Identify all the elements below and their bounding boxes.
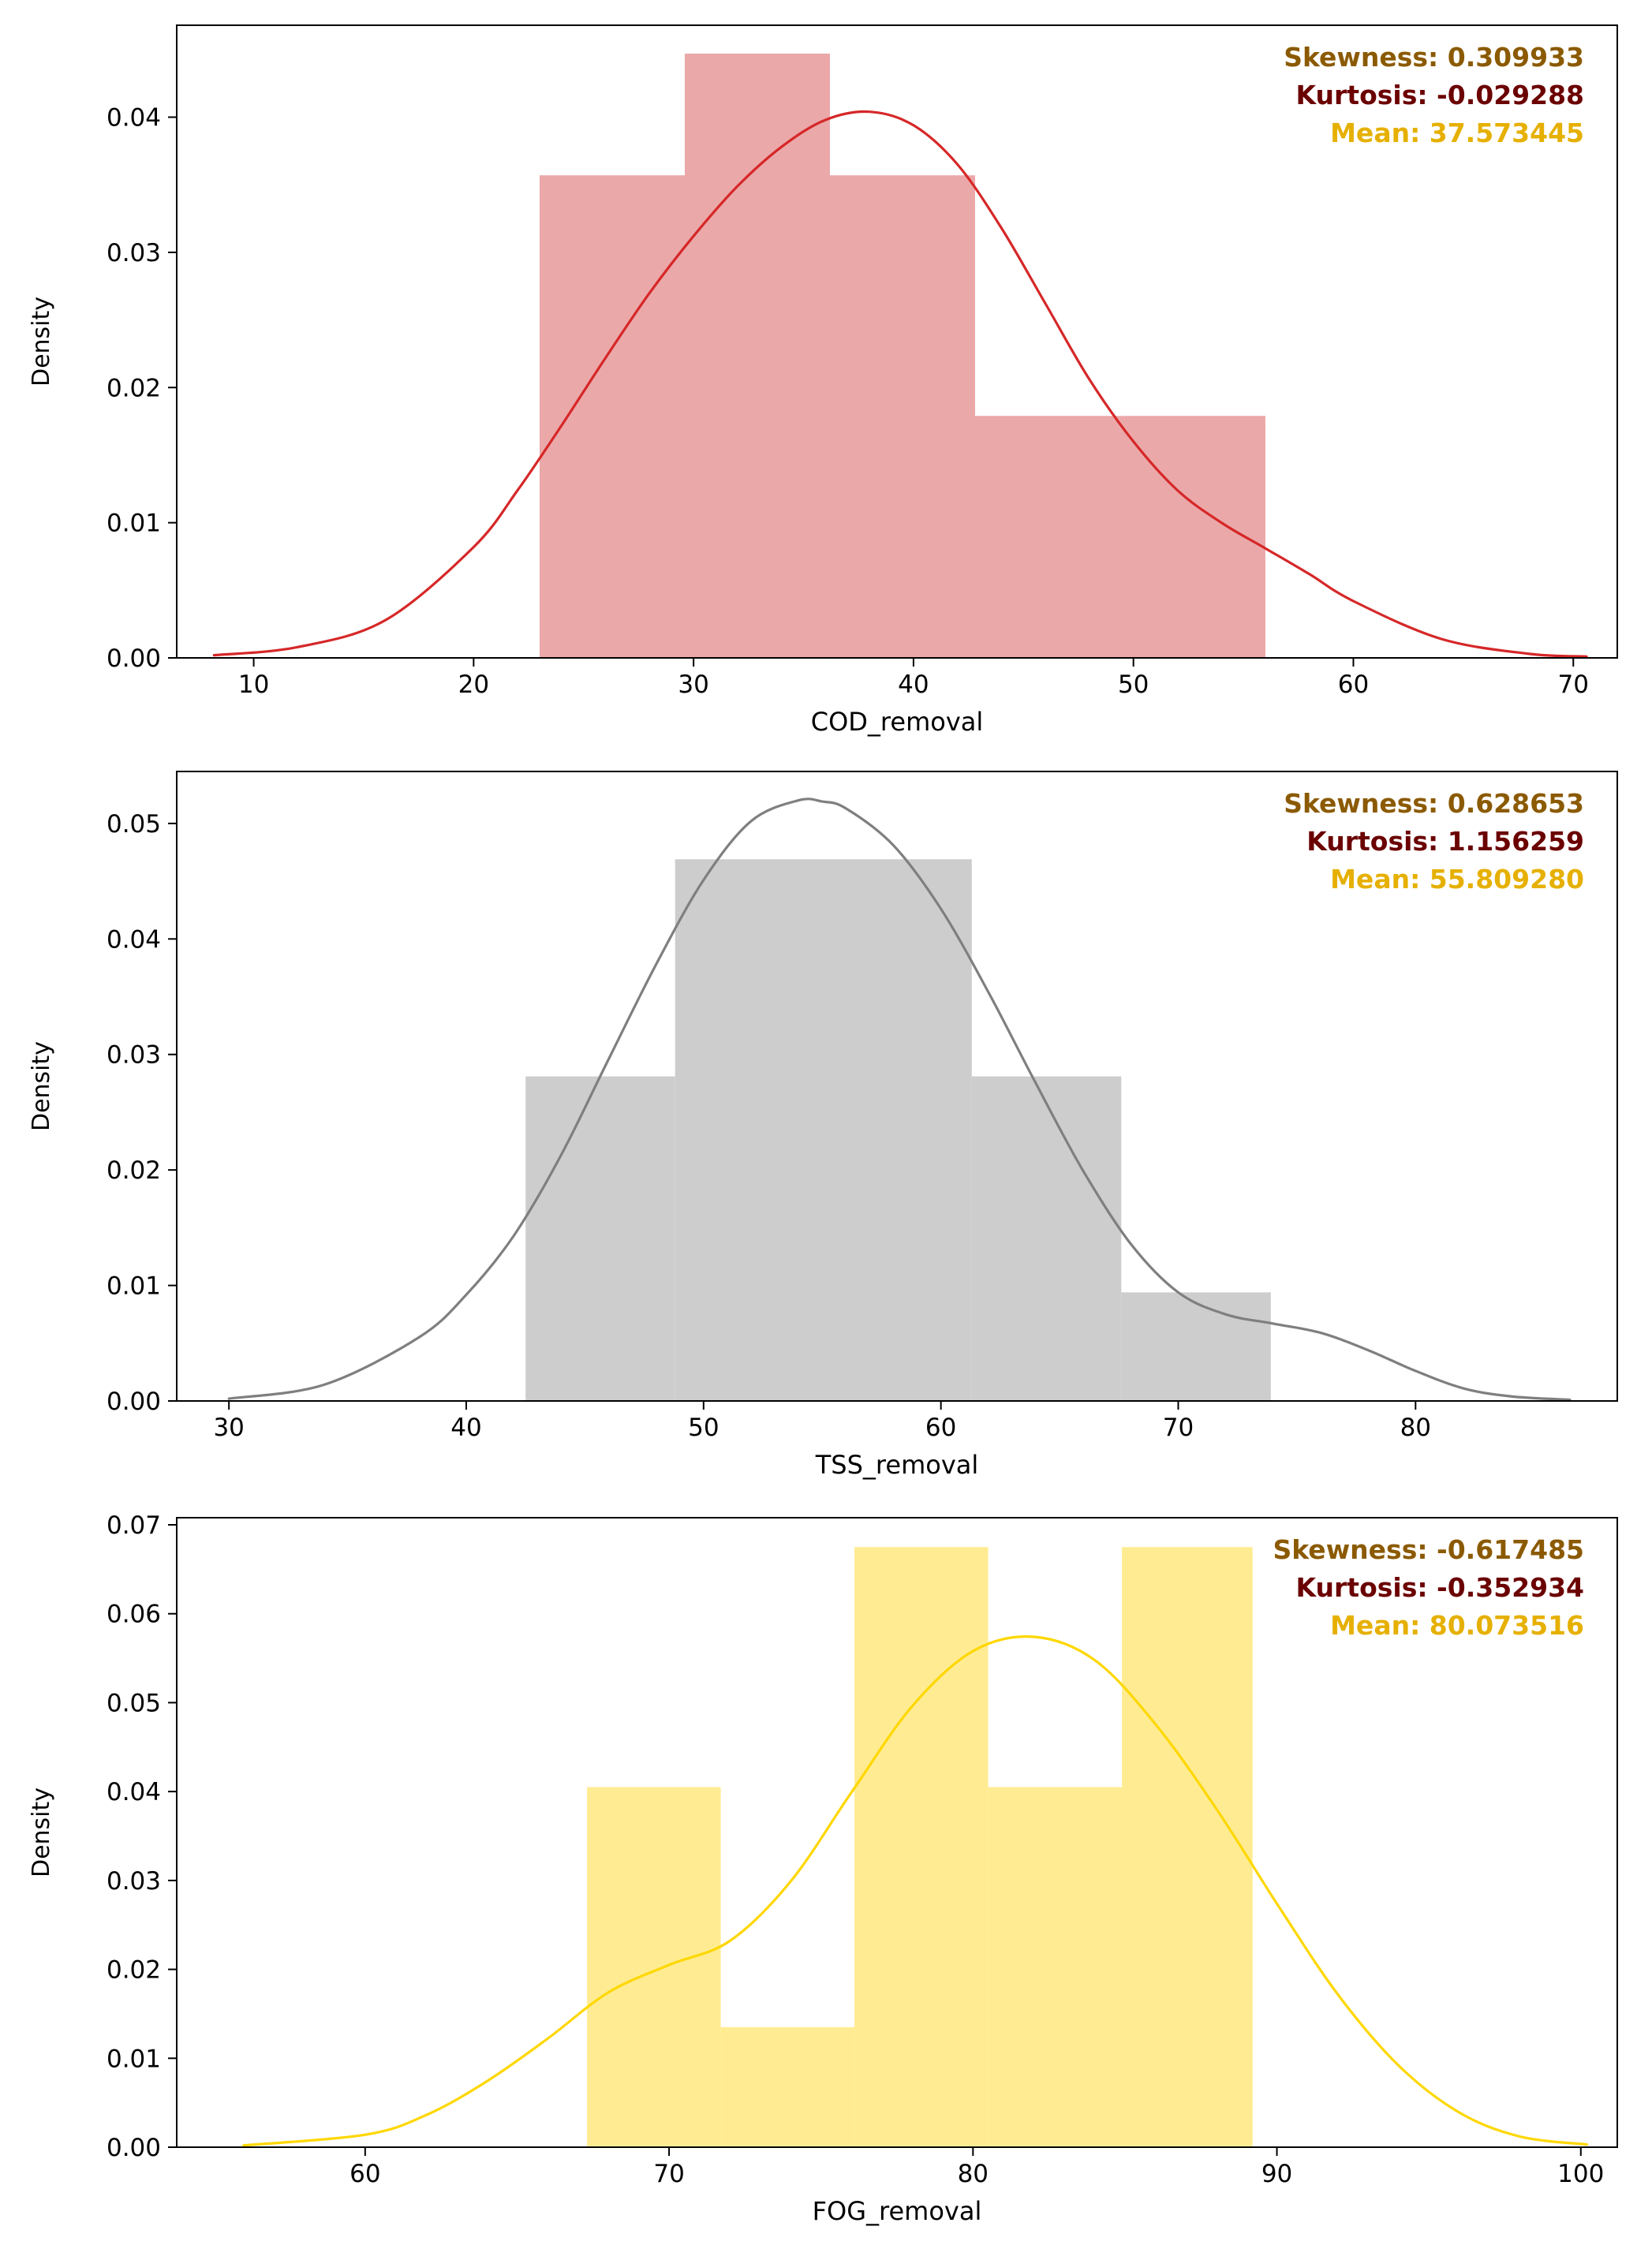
y-tick-label: 0.05 [107,1689,161,1717]
skewness-annotation: Skewness: 0.628653 [1284,788,1584,819]
x-tick-label: 50 [1118,671,1149,699]
x-tick-label: 50 [688,1414,719,1442]
kurtosis-annotation: Kurtosis: -0.029288 [1296,80,1584,110]
x-axis-label: TSS_removal [815,1450,979,1480]
x-tick-label: 10 [238,671,269,699]
kurtosis-annotation: Kurtosis: 1.156259 [1306,826,1584,857]
histogram-bar [829,175,975,658]
histogram-bar [1121,1292,1271,1401]
mean-annotation: Mean: 55.809280 [1330,864,1584,895]
kde-curve [212,110,1588,658]
y-tick-label: 0.03 [107,1041,161,1070]
x-tick-label: 30 [678,671,708,699]
histogram-bar [684,53,830,658]
kde-curve [227,798,1572,1402]
y-axis-label: Density [28,1787,55,1877]
y-tick-label: 0.01 [107,1272,161,1301]
plot-frame [176,24,1618,659]
y-tick-label: 0.04 [107,1778,161,1806]
y-tick-label: 0.00 [107,644,161,673]
histogram-bar [525,1076,675,1401]
x-axis-label: COD_removal [811,707,984,737]
histogram-bar [1122,1547,1253,2147]
x-tick-label: 30 [213,1414,244,1442]
y-tick-label: 0.04 [107,104,161,133]
y-tick-label: 0.04 [107,925,161,954]
histogram-bar [675,859,972,1401]
histogram-bar [974,416,1120,658]
histogram-bar [854,1547,989,2147]
chart-panel-2: 30 40 50 60 70 80 0.00 0.01 0.02 0.03 0.04 0.05 TSS_… [28,771,1618,1480]
y-tick-label: 0.05 [107,810,161,839]
x-tick-label: 70 [653,2160,684,2188]
mean-annotation: Mean: 37.573445 [1330,118,1584,148]
kurtosis-annotation: Kurtosis: -0.352934 [1296,1572,1584,1603]
y-tick-label: 0.00 [107,2134,161,2162]
x-tick-label: 60 [349,2160,380,2188]
skewness-annotation: Skewness: 0.309933 [1284,42,1584,73]
x-tick-label: 100 [1557,2160,1604,2188]
histogram-bar [587,1787,721,2147]
y-tick-label: 0.03 [107,1867,161,1896]
y-tick-label: 0.03 [107,239,161,267]
skewness-annotation: Skewness: -0.617485 [1273,1534,1584,1565]
x-tick-label: 70 [1163,1414,1194,1442]
x-tick-label: 90 [1261,2160,1292,2188]
y-tick-label: 0.02 [107,1156,161,1185]
y-tick-label: 0.02 [107,1956,161,1985]
x-tick-label: 60 [925,1414,956,1442]
y-tick-label: 0.02 [107,374,161,402]
y-tick-label: 0.01 [107,510,161,538]
x-tick-label: 20 [458,671,489,699]
kde-curve [242,1635,1589,2147]
y-tick-label: 0.01 [107,2045,161,2073]
x-tick-label: 40 [450,1414,481,1442]
chart-panel-3: 60 70 80 90 100 0.00 0.01 0.02 0.03 0.04 0.05 0.06 0… [28,1511,1618,2226]
x-tick-label: 80 [1400,1414,1431,1442]
y-tick-label: 0.07 [107,1511,161,1540]
x-tick-label: 70 [1558,671,1589,699]
y-axis-label: Density [28,297,55,387]
histogram-bar [971,1076,1122,1401]
histogram-bar [539,175,685,658]
x-tick-label: 60 [1338,671,1369,699]
y-tick-label: 0.00 [107,1388,161,1416]
x-axis-label: FOG_removal [813,2196,982,2226]
x-tick-label: 80 [958,2160,989,2188]
plot-frame [176,771,1618,1402]
chart-panel-1: 10 20 30 40 50 60 70 0.00 0.01 0.02 0.03 0.04 COD_re… [28,24,1618,737]
y-tick-label: 0.06 [107,1601,161,1629]
mean-annotation: Mean: 80.073516 [1330,1610,1584,1641]
y-axis-label: Density [28,1041,55,1131]
histogram-bar [720,2027,855,2147]
plot-frame [176,1517,1618,2148]
x-tick-label: 40 [898,671,929,699]
histogram-bar [988,1787,1123,2147]
